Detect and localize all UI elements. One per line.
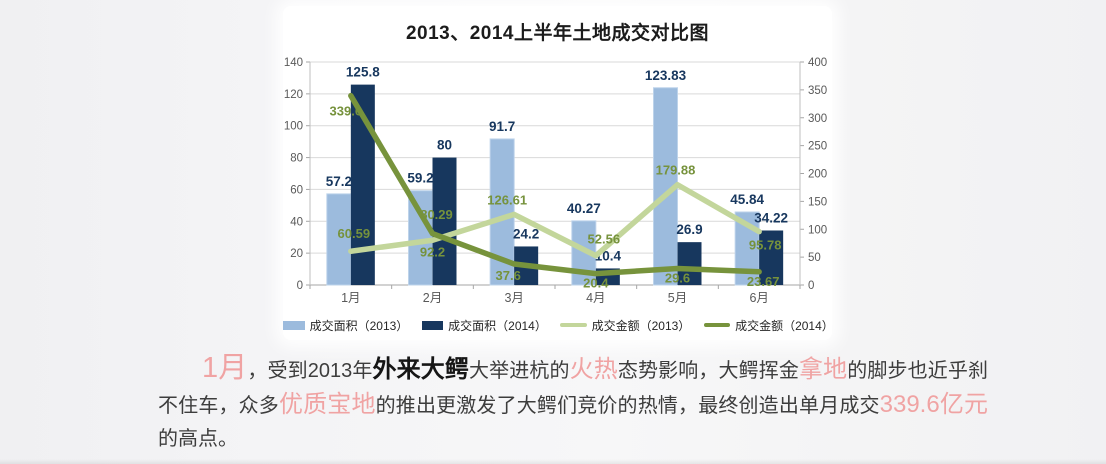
line-value-label: 80.29	[420, 207, 453, 222]
paragraph-segment: 的高点。	[158, 428, 238, 450]
paragraph-segment: ，受到2013年	[247, 360, 373, 382]
x-axis-label: 2月	[423, 291, 442, 305]
x-axis-label: 3月	[504, 291, 523, 305]
line-value-label: 179.88	[656, 163, 696, 178]
combo-chart: 0 20 40 60 80 100 120 140 0 50 100 150 200 250 300 350 4…	[284, 57, 827, 305]
bar-value-label: 123.83	[645, 68, 687, 83]
x-axis-label: 6月	[749, 291, 768, 305]
right-axis-tick-label: 0	[808, 280, 814, 292]
paragraph-segment: 态势影响，大鳄挥金	[617, 360, 800, 382]
right-axis-tick-label: 200	[808, 169, 827, 181]
line-value-label: 23.67	[747, 274, 780, 289]
right-axis-tick-label: 350	[808, 85, 827, 97]
line-value-label: 339.6	[330, 104, 363, 119]
bar-value-label: 40.27	[567, 201, 601, 216]
bar-value-label: 59.2	[407, 171, 433, 186]
left-axis-tick-label: 60	[290, 184, 303, 196]
right-axis-tick-label: 400	[808, 57, 827, 69]
right-axis-tick-label: 250	[808, 141, 827, 153]
legend-item: 成交金额（2014）	[703, 317, 834, 334]
line-value-label: 29.6	[665, 270, 690, 285]
bar-value-label: 45.84	[730, 192, 764, 207]
legend-item: 成交面积（2013）	[283, 317, 409, 334]
line-value-label: 52.56	[588, 232, 621, 247]
legend-label: 成交面积（2013）	[309, 318, 409, 333]
paragraph-segment: 大举进杭的	[469, 360, 570, 382]
legend-bar-swatch	[421, 320, 444, 330]
legend-line-swatch	[560, 323, 587, 327]
line-value-label: 126.61	[487, 192, 527, 207]
line-value-label: 92.2	[420, 245, 445, 260]
line-series	[348, 92, 762, 277]
left-axis-tick-label: 140	[284, 57, 303, 69]
bar-value-label: 57.2	[326, 174, 352, 189]
line-value-label: 60.59	[338, 226, 371, 241]
chart-panel: 2013、2014上半年土地成交对比图 0 20 40 60 80 100 120 140 0 5…	[283, 6, 834, 340]
bar	[326, 193, 352, 286]
left-axis-tick-label: 0	[297, 280, 303, 292]
chart-title: 2013、2014上半年土地成交对比图	[405, 23, 710, 44]
x-axis-label: 5月	[668, 291, 687, 305]
legend-label: 成交面积（2014）	[448, 318, 547, 333]
right-axis-tick-label: 100	[808, 224, 827, 236]
right-axis-tick-label: 150	[808, 196, 827, 208]
bar-value-label: 24.2	[513, 226, 539, 241]
line-value-label: 37.6	[496, 268, 521, 283]
line-value-label: 95.78	[749, 238, 782, 253]
x-axis-label: 1月	[341, 291, 360, 305]
bar	[759, 230, 784, 285]
left-axis-tick-label: 120	[284, 89, 303, 101]
left-axis-tick-label: 20	[290, 248, 303, 260]
paragraph-segment-highlight: 339.6亿元	[879, 391, 989, 418]
paragraph-segment-highlight: 优质宝地	[278, 391, 376, 418]
paragraph-segment-highlight: 1月	[202, 352, 248, 384]
legend-item: 成交面积（2014）	[421, 317, 547, 334]
bar-value-label: 125.8	[346, 65, 380, 80]
bar	[432, 157, 457, 285]
bar-value-label: 34.22	[754, 210, 788, 225]
chart-legend: 成交面积（2013） 成交面积（2014） 成交金额（2013） 成交金额（2014）	[283, 312, 834, 338]
paragraph-segment: 的推出更激发了大鳄们竞价的热情，最终创造出单月成交	[375, 395, 880, 417]
line-value-label: 20.4	[583, 276, 609, 291]
paragraph-segment: 的脚步也近乎刹不住车，众多	[158, 360, 989, 417]
x-axis-label: 4月	[586, 291, 605, 305]
left-axis-tick-label: 40	[290, 216, 303, 228]
line-series	[348, 181, 762, 259]
legend-label: 成交金额（2014）	[735, 318, 834, 333]
legend-line-swatch	[703, 323, 731, 327]
right-axis-tick-label: 50	[808, 252, 821, 264]
bar-value-label: 80	[437, 138, 452, 153]
bar-value-label: 26.9	[676, 222, 702, 237]
left-axis-tick-label: 80	[290, 153, 303, 165]
commentary-paragraph: 1月，受到2013年外来大鳄大举进杭的火热态势影响，大鳄挥金拿地的脚步也近乎刹不…	[158, 352, 988, 456]
slide-bottom-edge	[0, 459, 1106, 464]
legend-item: 成交金额（2013）	[560, 317, 691, 334]
legend-label: 成交金额（2013）	[591, 318, 691, 333]
paragraph-segment-highlight: 拿地	[799, 356, 848, 383]
bar	[677, 242, 702, 285]
bar-value-label: 91.7	[489, 119, 515, 134]
right-axis-tick-label: 300	[808, 113, 827, 125]
legend-bar-swatch	[283, 320, 305, 330]
left-axis-tick-label: 100	[284, 121, 303, 133]
paragraph-segment-highlight: 外来大鳄	[372, 356, 470, 383]
paragraph-segment-highlight: 火热	[569, 356, 618, 383]
bar	[408, 190, 433, 286]
